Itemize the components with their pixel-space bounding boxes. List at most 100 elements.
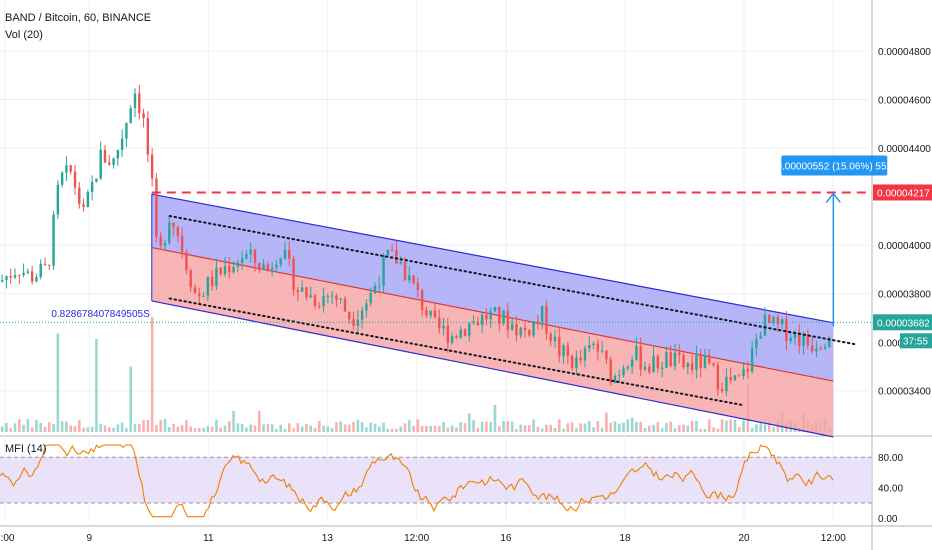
volume-bar bbox=[403, 423, 407, 432]
volume-bar bbox=[695, 420, 698, 432]
volume-bar bbox=[540, 428, 544, 432]
volume-bar bbox=[296, 423, 300, 432]
candle-body bbox=[776, 316, 780, 325]
candle-body bbox=[90, 181, 94, 192]
candle-body bbox=[609, 359, 612, 383]
candle-body bbox=[480, 314, 484, 326]
candle-body bbox=[416, 283, 420, 291]
volume-bar bbox=[77, 419, 81, 432]
volume-bar bbox=[279, 424, 283, 432]
volume-bar bbox=[720, 419, 724, 432]
volume-bar bbox=[5, 423, 8, 432]
candle-body bbox=[785, 319, 788, 342]
candle-body bbox=[82, 204, 85, 208]
price-tick-label: 0.00004400 bbox=[878, 144, 931, 155]
volume-bar bbox=[523, 425, 527, 432]
volume-bar bbox=[13, 423, 17, 432]
candle-body bbox=[729, 377, 732, 381]
volume-bar bbox=[497, 426, 501, 432]
symbol-title: BAND / Bitcoin, 60, BINANCE bbox=[5, 12, 151, 24]
candle-body bbox=[365, 303, 368, 311]
volume-bar bbox=[116, 424, 120, 432]
volume-bar bbox=[587, 420, 591, 432]
volume-bar bbox=[395, 428, 398, 432]
candle-body bbox=[163, 243, 167, 246]
volume-bar bbox=[377, 426, 381, 432]
candle-body bbox=[699, 353, 702, 368]
candle-body bbox=[43, 263, 47, 265]
volume-bar bbox=[390, 428, 394, 432]
candle-body bbox=[125, 123, 128, 139]
volume-bar bbox=[553, 428, 557, 432]
candle-body bbox=[403, 261, 407, 281]
candle-body bbox=[570, 355, 574, 368]
candle-body bbox=[630, 359, 634, 367]
candle-body bbox=[682, 355, 685, 367]
mfi-indicator-label: MFI (14) bbox=[5, 443, 47, 455]
candle-body bbox=[223, 266, 227, 275]
candle-body bbox=[30, 271, 34, 282]
volume-bar bbox=[579, 423, 582, 432]
volume-bar bbox=[335, 422, 338, 432]
volume-bar bbox=[489, 421, 493, 432]
candle-body bbox=[643, 366, 647, 370]
volume-bar bbox=[476, 427, 480, 432]
volume-bar bbox=[330, 427, 334, 432]
volume-bar bbox=[399, 426, 403, 432]
candle-body bbox=[26, 271, 30, 273]
candle-body bbox=[446, 325, 450, 344]
candle-body bbox=[720, 389, 724, 392]
candle-body bbox=[108, 162, 111, 165]
channel-middle-line bbox=[151, 246, 834, 382]
volume-bar bbox=[442, 422, 445, 432]
time-tick-label: 2:00 bbox=[0, 533, 15, 544]
dotted-trendline-lower bbox=[168, 297, 746, 407]
candle-body bbox=[802, 334, 805, 347]
candle-body bbox=[506, 310, 510, 330]
candle-body bbox=[52, 214, 55, 266]
price-axis[interactable]: 0.00004800 0.00004600 0.00004400 0.00004000… bbox=[873, 47, 932, 525]
candle-body bbox=[549, 333, 552, 342]
candle-body bbox=[206, 276, 210, 296]
volume-bar bbox=[52, 424, 55, 432]
volume-bar bbox=[382, 422, 385, 432]
candle-body bbox=[678, 352, 681, 356]
candle-body bbox=[129, 108, 132, 124]
candle-body bbox=[635, 345, 638, 360]
candle-body bbox=[618, 375, 621, 377]
time-tick-label: 16 bbox=[500, 533, 512, 544]
volume-bar bbox=[437, 426, 441, 432]
volume-bar bbox=[206, 426, 210, 432]
candle-body bbox=[228, 266, 231, 273]
price-tick-label: 0.00003800 bbox=[878, 290, 931, 301]
candle-body bbox=[155, 178, 158, 237]
mfi-band-fill bbox=[0, 457, 872, 503]
candle-body bbox=[95, 178, 98, 182]
volume-bar bbox=[17, 419, 21, 432]
candle-body bbox=[35, 277, 38, 282]
volume-bar bbox=[43, 426, 47, 432]
volume-bar bbox=[219, 427, 223, 432]
volume-bar bbox=[155, 425, 158, 432]
candle-body bbox=[5, 276, 8, 280]
volume-bar bbox=[283, 428, 287, 432]
candle-body bbox=[592, 343, 595, 346]
volume-bar bbox=[129, 366, 133, 432]
candle-body bbox=[39, 263, 42, 278]
volume-bar bbox=[425, 425, 428, 432]
volume-bar bbox=[270, 424, 274, 432]
volume-bar bbox=[180, 425, 184, 432]
candle-body bbox=[232, 266, 235, 273]
time-axis[interactable]: 2:00 9 11 13 12:00 16 18 20 12:00 bbox=[0, 533, 846, 544]
candle-body bbox=[468, 323, 471, 336]
volume-bar bbox=[733, 419, 737, 432]
volume-bar bbox=[707, 419, 711, 432]
volume-bar bbox=[652, 424, 655, 432]
volume-bar bbox=[150, 317, 154, 432]
candle-body bbox=[772, 316, 775, 324]
candle-body bbox=[60, 172, 64, 185]
candle-body bbox=[669, 352, 672, 367]
price-tick-label: 0.00003400 bbox=[878, 387, 931, 398]
volume-bar bbox=[369, 422, 373, 432]
